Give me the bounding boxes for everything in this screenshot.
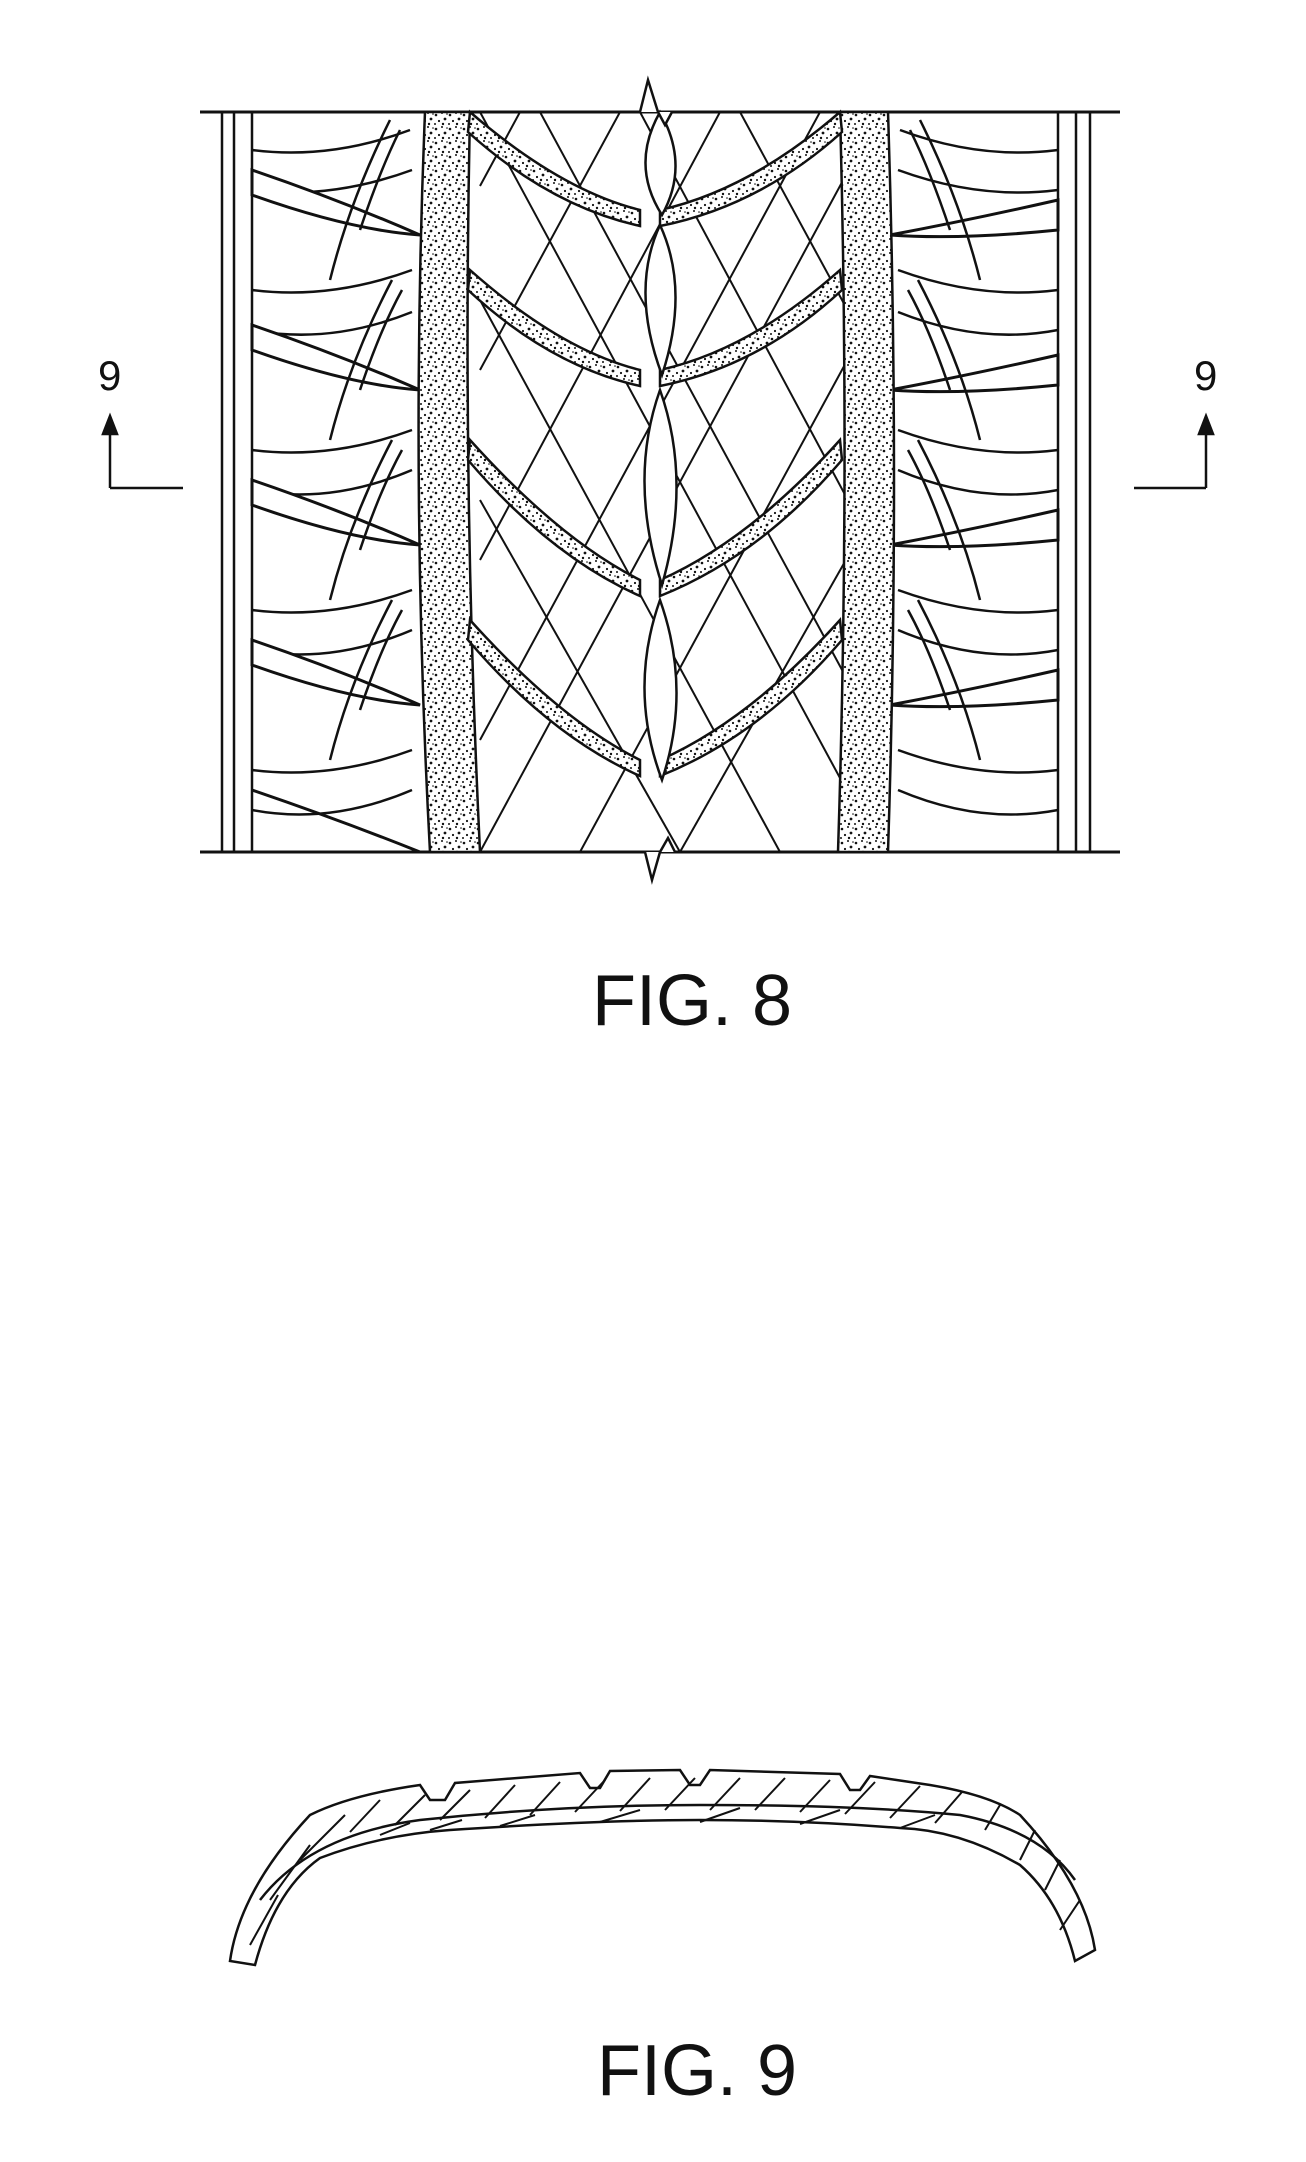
cross-section-outer-profile — [230, 1770, 1095, 1965]
section-label-right: 9 — [1194, 352, 1217, 400]
section-marker-left — [103, 416, 183, 488]
fig8-tread-plan-view — [103, 80, 1213, 880]
right-circumferential-groove — [838, 112, 894, 852]
fig8-caption: FIG. 8 — [492, 960, 892, 1042]
left-circumferential-groove — [419, 112, 480, 852]
left-lateral-grooves — [252, 170, 420, 852]
fig9-tread-cross-section — [230, 1770, 1095, 1965]
right-shoulder-ribs — [1058, 112, 1090, 852]
section-marker-right — [1134, 416, 1213, 488]
bottom-break-marker — [645, 838, 675, 880]
cross-section-hatching — [250, 1778, 1080, 1945]
fig9-caption: FIG. 9 — [497, 2030, 897, 2112]
right-shoulder-blocks — [908, 120, 980, 760]
left-shoulder-ribs — [222, 112, 252, 852]
section-label-left: 9 — [98, 352, 121, 400]
